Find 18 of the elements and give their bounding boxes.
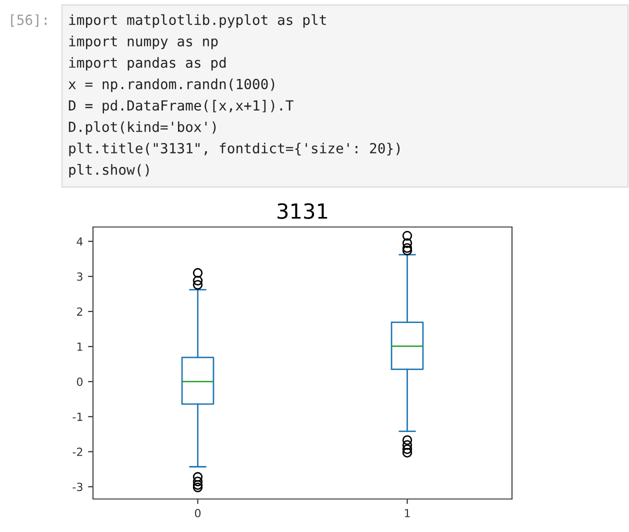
- text: plt.show(): [69, 164, 149, 178]
- text: import pandas as pd: [69, 57, 226, 71]
- y-tick-label: 1: [77, 342, 82, 351]
- chart-title: 3131: [278, 203, 328, 219]
- text: import numpy as np: [69, 36, 218, 50]
- y-tick-label: -1: [72, 412, 82, 421]
- text: x = np.random.randn(1000): [68, 78, 274, 92]
- text: plt.title("3131", fontdict={'size': 20}): [69, 142, 400, 156]
- y-tick-label: 2: [77, 307, 82, 316]
- y-tick-label: -2: [72, 448, 82, 456]
- text: D.plot(kind='box'): [68, 121, 216, 135]
- text: D = pd.DataFrame([x,x+1]).T: [68, 100, 294, 114]
- y-tick-label: 0: [76, 378, 83, 386]
- y-tick-label: 3: [77, 272, 82, 281]
- y-tick-label: 4: [76, 237, 83, 246]
- text: [56]:: [11, 14, 46, 27]
- text: import matplotlib.pyplot as plt: [69, 14, 326, 28]
- y-tick-label: -3: [72, 482, 82, 492]
